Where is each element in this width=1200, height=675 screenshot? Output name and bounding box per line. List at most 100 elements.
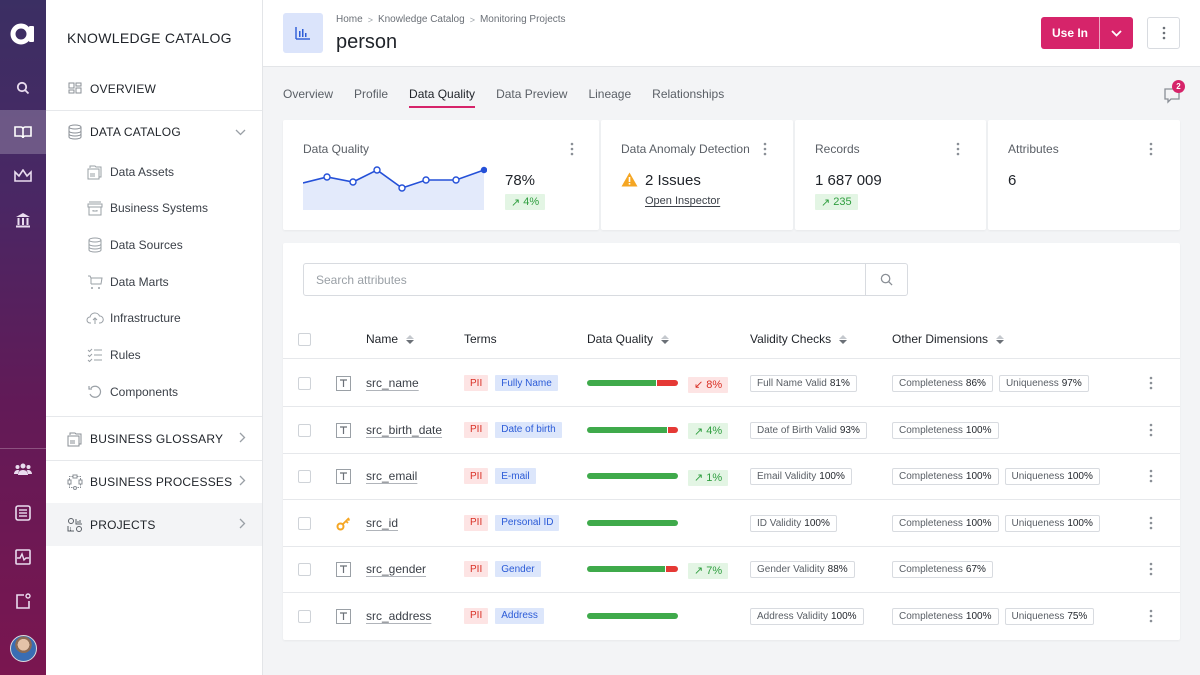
rail-monitor[interactable] — [0, 535, 46, 579]
term-tag[interactable]: Fully Name — [495, 375, 558, 391]
app-logo[interactable] — [10, 20, 36, 46]
validity-check-chip[interactable]: ID Validity 100% — [750, 514, 837, 532]
validity-check-chip[interactable]: Email Validity 100% — [750, 468, 852, 485]
validity-check-chip[interactable]: Full Name Valid 81% — [750, 375, 857, 392]
breadcrumb-knowledge-catalog[interactable]: Knowledge Catalog — [377, 14, 465, 25]
nav-projects[interactable]: PROJECTS — [46, 503, 262, 546]
pii-tag[interactable]: PII — [464, 421, 489, 438]
dimension-chip[interactable]: Uniqueness 97% — [998, 375, 1089, 392]
row-menu-button[interactable] — [1146, 560, 1156, 578]
open-inspector-link[interactable]: Open Inspector — [645, 195, 721, 207]
column-header-data-quality[interactable]: Data Quality — [587, 332, 670, 346]
more-actions-button[interactable] — [1147, 17, 1180, 49]
row-checkbox[interactable] — [298, 609, 311, 623]
nav-data-marts[interactable]: Data Marts — [86, 270, 169, 294]
row-checkbox[interactable] — [298, 377, 311, 390]
attribute-name-link[interactable]: src_id — [366, 515, 399, 530]
row-menu-button[interactable] — [1146, 421, 1156, 439]
term-tag[interactable]: Date of birth — [495, 421, 562, 438]
pii-tag[interactable]: PII — [464, 514, 489, 531]
nav-rules[interactable]: Rules — [86, 343, 141, 367]
row-checkbox[interactable] — [298, 516, 311, 530]
dimension-chip[interactable]: Uniqueness 100% — [1004, 514, 1100, 532]
card-menu-button[interactable] — [760, 140, 770, 158]
row-checkbox[interactable] — [298, 563, 311, 576]
tab-data-preview[interactable]: Data Preview — [496, 87, 568, 101]
attribute-name-link[interactable]: src_email — [366, 469, 418, 483]
card-menu-button[interactable] — [953, 140, 963, 158]
pii-tag[interactable]: PII — [464, 375, 489, 391]
search-button[interactable] — [865, 264, 907, 295]
user-avatar[interactable] — [10, 635, 37, 662]
breadcrumb-monitoring-projects[interactable]: Monitoring Projects — [479, 14, 566, 25]
rail-users[interactable] — [0, 447, 46, 491]
term-tag[interactable]: E-mail — [495, 468, 536, 484]
row-checkbox[interactable] — [298, 423, 311, 437]
tab-relationships[interactable]: Relationships — [652, 87, 725, 101]
table-row[interactable]: src_id PII Personal ID ID Validity 100% Compl… — [283, 500, 1180, 547]
table-row[interactable]: src_address PII Address Address Validity 100… — [283, 593, 1180, 640]
attribute-name-link[interactable]: src_birth_date — [366, 422, 443, 437]
card-menu-button[interactable] — [1146, 140, 1156, 158]
tab-data-quality[interactable]: Data Quality — [409, 87, 476, 108]
column-header-name[interactable]: Name — [366, 332, 415, 346]
row-menu-button[interactable] — [1146, 607, 1156, 625]
rail-list[interactable] — [0, 491, 46, 535]
validity-check-chip[interactable]: Gender Validity 88% — [750, 561, 855, 578]
rail-notifications[interactable] — [0, 579, 46, 623]
column-header-other-dimensions[interactable]: Other Dimensions — [892, 332, 1005, 346]
tab-profile[interactable]: Profile — [354, 87, 389, 101]
dimension-chip[interactable]: Completeness 100% — [892, 607, 999, 625]
nav-business-glossary[interactable]: BUSINESS GLOSSARY — [46, 417, 262, 460]
nav-business-systems[interactable]: Business Systems — [86, 196, 208, 220]
card-menu-button[interactable] — [567, 140, 577, 158]
attribute-name-link[interactable]: src_address — [366, 608, 432, 623]
breadcrumb-home[interactable]: Home — [336, 14, 363, 25]
row-menu-button[interactable] — [1146, 514, 1156, 532]
table-row[interactable]: src_email PII E-mail ↗ 1% Email Validity 100% C… — [283, 453, 1180, 500]
nav-data-catalog[interactable]: DATA CATALOG — [46, 110, 262, 153]
nav-components[interactable]: Components — [86, 380, 178, 404]
use-in-button[interactable]: Use In — [1041, 17, 1100, 49]
dimension-chip[interactable]: Completeness 100% — [892, 514, 999, 532]
search-input[interactable] — [304, 264, 865, 295]
nav-infrastructure[interactable]: Infrastructure — [86, 306, 181, 330]
nav-business-processes[interactable]: BUSINESS PROCESSES — [46, 460, 262, 503]
tab-lineage[interactable]: Lineage — [588, 87, 632, 101]
dimension-chip[interactable]: Completeness 67% — [892, 561, 993, 578]
term-tag[interactable]: Personal ID — [495, 514, 560, 531]
attribute-name-link[interactable]: src_name — [366, 376, 419, 390]
dimension-chip[interactable]: Completeness 100% — [892, 421, 999, 439]
pii-tag[interactable]: PII — [464, 468, 489, 484]
use-in-dropdown-button[interactable] — [1100, 17, 1133, 49]
row-menu-button[interactable] — [1146, 374, 1156, 392]
comments-button[interactable]: 2 — [1163, 80, 1185, 105]
column-header-validity-checks[interactable]: Validity Checks — [750, 332, 848, 346]
table-row[interactable]: src_birth_date PII Date of birth ↗ 4% Date of… — [283, 407, 1180, 454]
rail-bank[interactable] — [0, 198, 46, 242]
dimension-chip[interactable]: Uniqueness 100% — [1004, 468, 1100, 485]
tab-overview[interactable]: Overview — [283, 87, 334, 101]
term-tag[interactable]: Address — [495, 607, 544, 624]
dimension-chip[interactable]: Completeness 86% — [892, 375, 993, 392]
validity-check-chip[interactable]: Address Validity 100% — [750, 607, 864, 625]
attribute-name-link[interactable]: src_gender — [366, 562, 427, 576]
pii-tag[interactable]: PII — [464, 561, 489, 577]
row-checkbox[interactable] — [298, 470, 311, 483]
rail-knowledge-catalog[interactable] — [0, 110, 46, 154]
nav-data-sources[interactable]: Data Sources — [86, 233, 183, 257]
dimension-chip[interactable]: Completeness 100% — [892, 468, 999, 485]
validity-check-chip[interactable]: Date of Birth Valid 93% — [750, 421, 867, 439]
nav-data-assets[interactable]: Data Assets — [86, 160, 174, 184]
pii-tag[interactable]: PII — [464, 607, 489, 624]
row-menu-button[interactable] — [1146, 467, 1156, 485]
kebab-icon — [1149, 562, 1153, 576]
nav-overview[interactable]: OVERVIEW — [46, 67, 262, 110]
rail-crown[interactable] — [0, 154, 46, 198]
rail-search[interactable] — [0, 66, 46, 110]
table-row[interactable]: src_gender PII Gender ↗ 7% Gender Validity 88%… — [283, 546, 1180, 593]
dimension-chip[interactable]: Uniqueness 75% — [1004, 607, 1095, 625]
select-all-checkbox[interactable] — [298, 333, 311, 346]
term-tag[interactable]: Gender — [495, 561, 541, 577]
table-row[interactable]: src_name PII Fully Name ↙ 8% Full Name Valid 8… — [283, 360, 1180, 407]
